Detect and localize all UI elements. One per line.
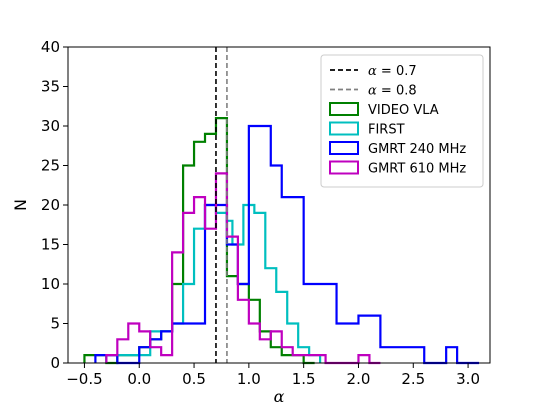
x-tick-label: 1.5 — [292, 370, 316, 388]
y-axis-label: N — [11, 199, 30, 211]
x-tick-label: 2.5 — [401, 370, 425, 388]
legend-label: α = 0.8 — [368, 84, 417, 99]
legend-patch-marker — [329, 121, 359, 136]
x-axis: −0.5 0.0 0.5 1.0 1.5 2.0 2.5 3.0 — [66, 363, 480, 388]
y-tick-label: 35 — [41, 78, 60, 96]
legend-label: GMRT 240 MHz — [368, 142, 466, 157]
series-step-2 — [94, 124, 480, 365]
legend-label: VIDEO VLA — [368, 103, 439, 118]
y-tick-label: 10 — [41, 275, 60, 293]
x-tick-label: 3.0 — [456, 370, 480, 388]
y-tick-label: 40 — [41, 38, 60, 56]
x-tick-label: −0.5 — [66, 370, 102, 388]
y-tick-label: 5 — [50, 315, 60, 333]
y-axis: 0 5 10 15 20 25 30 35 40 — [41, 38, 68, 372]
x-tick-label: 0.5 — [182, 370, 206, 388]
x-tick-label: 2.0 — [347, 370, 371, 388]
legend-label: FIRST — [368, 123, 405, 138]
x-axis-label: α — [274, 387, 285, 406]
legend-box — [320, 54, 484, 188]
y-tick-label: 20 — [41, 196, 60, 214]
legend-label: GMRT 610 MHz — [368, 162, 466, 177]
x-tick-label: 0.0 — [127, 370, 151, 388]
x-tick-label: 1.0 — [237, 370, 261, 388]
y-tick-label: 0 — [50, 354, 60, 372]
plot-series-layer — [83, 117, 480, 365]
y-tick-label: 15 — [41, 236, 60, 254]
series-step-3 — [105, 172, 381, 365]
legend-label: α = 0.7 — [368, 64, 417, 79]
legend-patch-marker — [329, 141, 359, 155]
legend: α = 0.7 α = 0.8 VIDEO VLA FIRST GMRT 240 MHz… — [320, 54, 484, 188]
y-tick-label: 30 — [41, 117, 60, 135]
y-tick-label: 25 — [41, 157, 60, 175]
vline-layer — [215, 47, 228, 363]
legend-patch-marker — [329, 160, 359, 175]
legend-patch-marker — [329, 102, 359, 116]
series-step-0 — [83, 117, 315, 365]
